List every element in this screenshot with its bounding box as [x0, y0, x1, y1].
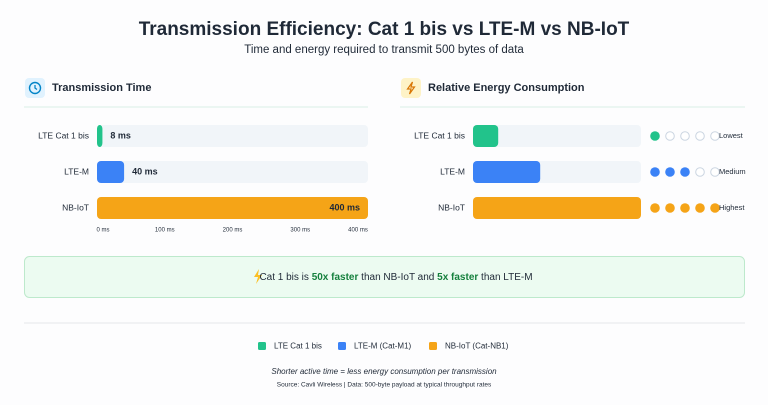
- level-dot: [680, 167, 690, 177]
- clock-hand: [34, 85, 38, 91]
- x-tick-label: 0 ms: [96, 228, 109, 234]
- bar: [473, 197, 641, 219]
- bar: [97, 197, 368, 219]
- level-dot: [665, 167, 675, 177]
- title: Transmission Efficiency: Cat 1 bis vs LT…: [139, 19, 630, 40]
- callout-icon: [254, 269, 262, 284]
- level-dot: [695, 131, 705, 141]
- bar: [97, 161, 125, 183]
- legend-swatch: [429, 342, 437, 350]
- level-dot: [695, 203, 705, 213]
- track: [473, 125, 641, 147]
- panel-title: Transmission Time: [52, 82, 151, 94]
- level-dot: [710, 203, 720, 213]
- bar: [473, 161, 541, 183]
- value-label: 400 ms: [329, 202, 360, 212]
- level-dot: [695, 167, 705, 177]
- subtitle: Time and energy required to transmit 500…: [244, 44, 524, 56]
- bar: [473, 125, 499, 147]
- category-label: LTE Cat 1 bis: [38, 130, 89, 140]
- level-label: Medium: [719, 167, 746, 176]
- footer-source: Source: Cavli Wireless | Data: 500-byte …: [277, 382, 492, 389]
- track: [97, 125, 368, 147]
- category-label: NB-IoT: [62, 202, 89, 212]
- category-label: LTE-M: [440, 166, 465, 176]
- category-label: LTE-M: [64, 166, 89, 176]
- value-label: 8 ms: [110, 130, 131, 140]
- level-dot: [665, 203, 675, 213]
- level-dot: [650, 131, 660, 141]
- bar: [97, 125, 103, 147]
- legend-swatch: [258, 342, 266, 350]
- callout-highlight: 50x faster: [312, 272, 359, 283]
- clock-icon: [28, 81, 42, 95]
- legend-swatch: [338, 342, 346, 350]
- level-dot: [665, 131, 675, 141]
- bolt-icon-bg: [401, 78, 421, 98]
- legend-label: NB-IoT (Cat-NB1): [445, 342, 509, 351]
- category-label: LTE Cat 1 bis: [414, 130, 465, 140]
- x-tick-label: 200 ms: [223, 228, 243, 234]
- panel-title: Relative Energy Consumption: [428, 82, 585, 94]
- category-label: NB-IoT: [438, 202, 465, 212]
- track: [97, 161, 368, 183]
- x-tick-label: 100 ms: [155, 228, 175, 234]
- legend-label: LTE-M (Cat-M1): [354, 342, 412, 351]
- bolt-icon: [406, 81, 416, 95]
- legend-label: LTE Cat 1 bis: [274, 342, 322, 351]
- x-tick-label: 400 ms: [348, 228, 368, 234]
- level-dot: [650, 167, 660, 177]
- callout-text: than LTE-M: [478, 272, 532, 283]
- value-label: 40 ms: [132, 166, 158, 176]
- level-label: Lowest: [719, 131, 744, 140]
- callout-text: Cat 1 bis is: [259, 272, 311, 283]
- x-tick-label: 300 ms: [290, 228, 310, 234]
- level-label: Highest: [719, 203, 745, 212]
- level-dot: [680, 203, 690, 213]
- level-dot: [710, 167, 720, 177]
- callout-highlight: 5x faster: [437, 272, 478, 283]
- level-dot: [680, 131, 690, 141]
- level-dot: [710, 131, 720, 141]
- footer-note: Shorter active time = less energy consum…: [271, 367, 497, 376]
- callout: Cat 1 bis is 50x faster than NB-IoT and …: [259, 272, 532, 283]
- level-dot: [650, 203, 660, 213]
- callout-box: [24, 256, 745, 298]
- callout-text: than NB-IoT and: [358, 272, 437, 283]
